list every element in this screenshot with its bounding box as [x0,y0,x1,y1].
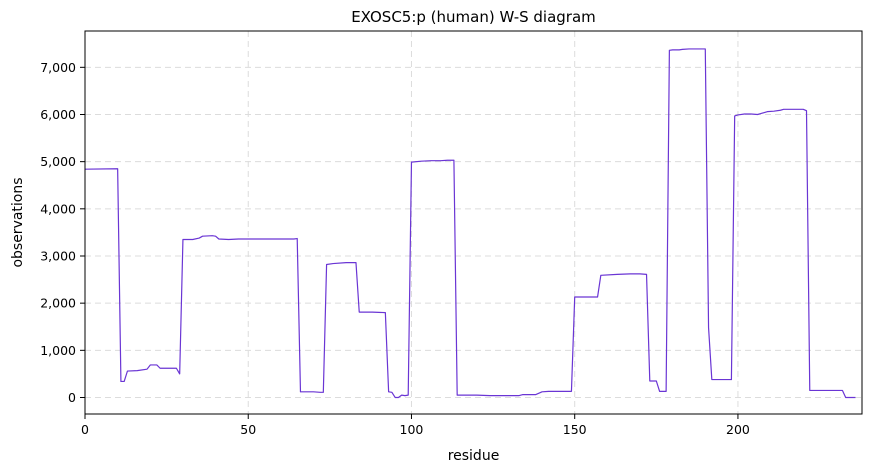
series-line [84,48,856,399]
chart-title: EXOSC5:p (human) W-S diagram [351,8,596,26]
y-tick-label: 3,000 [40,248,76,263]
y-tick-label: 7,000 [40,60,76,75]
x-tick-label: 0 [81,422,89,437]
x-axis: 0 50 100 150 200 [81,414,750,437]
series-layer [84,48,856,399]
x-axis-label: residue [448,448,500,464]
x-tick-label: 50 [240,422,256,437]
plot-frame [84,30,863,415]
y-tick-label: 0 [68,390,76,405]
x-tick-label: 200 [726,422,750,437]
y-tick-label: 1,000 [40,343,76,358]
x-tick-label: 150 [563,422,587,437]
y-axis: 0 1,000 2,000 3,000 4,000 5,000 6,000 7,000 [40,60,85,405]
y-tick-label: 6,000 [40,107,76,122]
y-tick-label: 5,000 [40,154,76,169]
y-tick-label: 2,000 [40,296,76,311]
x-tick-label: 100 [400,422,424,437]
y-tick-label: 4,000 [40,201,76,216]
y-axis-label: observations [10,177,26,267]
